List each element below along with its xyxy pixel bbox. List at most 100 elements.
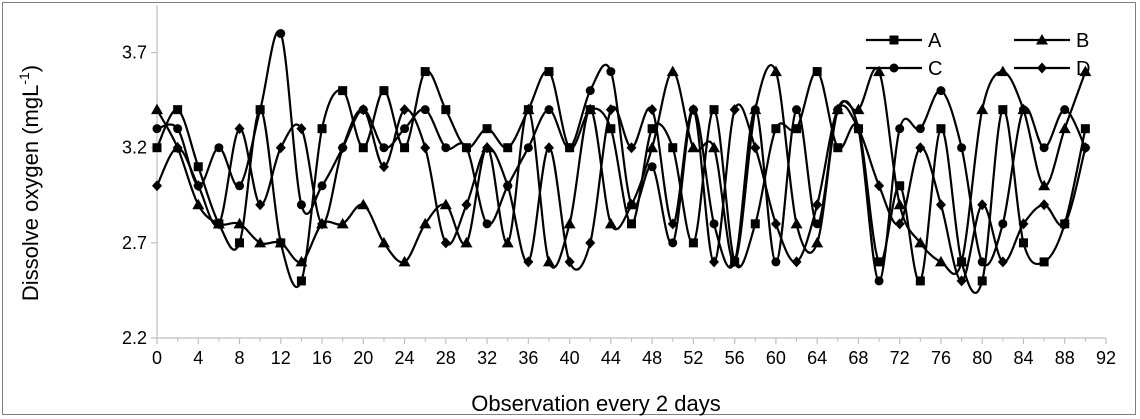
- x-tick-label: 64: [807, 348, 827, 368]
- x-tick-label: 32: [477, 348, 497, 368]
- data-point-D: [605, 104, 616, 116]
- data-point-B: [151, 103, 163, 115]
- x-tick-label: 92: [1096, 348, 1116, 368]
- data-point-C: [998, 219, 1008, 229]
- data-point-C: [379, 143, 389, 153]
- data-point-D: [997, 256, 1008, 268]
- data-point-C: [400, 124, 410, 134]
- y-tick-label: 3.7: [122, 43, 147, 63]
- data-point-A: [420, 67, 430, 77]
- data-point-D: [564, 256, 575, 268]
- data-point-A: [379, 86, 389, 96]
- data-point-A: [895, 181, 905, 191]
- data-point-A: [193, 162, 203, 172]
- data-point-A: [709, 105, 719, 115]
- data-point-A: [792, 124, 802, 134]
- data-point-B: [1058, 122, 1071, 134]
- data-point-D: [935, 199, 946, 211]
- x-tick-label: 76: [931, 348, 951, 368]
- data-point-A: [977, 276, 987, 286]
- data-point-D: [543, 142, 554, 154]
- data-point-C: [296, 200, 306, 210]
- x-tick-label: 24: [395, 348, 415, 368]
- data-point-B: [790, 217, 803, 229]
- data-point-B: [192, 198, 205, 210]
- data-point-D: [275, 142, 286, 154]
- data-point-C: [936, 86, 946, 96]
- data-point-B: [873, 65, 886, 77]
- data-point-C: [792, 105, 802, 115]
- x-tick-label: 20: [353, 348, 373, 368]
- data-point-B: [460, 236, 473, 248]
- data-point-D: [750, 142, 761, 154]
- data-point-D: [461, 199, 472, 211]
- data-point-D: [502, 180, 513, 192]
- data-point-B: [666, 65, 679, 77]
- data-point-D: [172, 142, 183, 154]
- data-point-D: [1018, 218, 1029, 230]
- data-point-B: [976, 103, 989, 115]
- x-tick-label: 56: [725, 348, 745, 368]
- data-point-D: [956, 275, 967, 287]
- data-point-B: [1079, 65, 1092, 77]
- data-point-D: [874, 180, 885, 192]
- data-point-B: [687, 141, 700, 153]
- y-axis-title-close: ): [18, 65, 43, 72]
- data-point-D: [977, 199, 988, 211]
- y-axis-title-main: Dissolve oxygen (mgL: [18, 85, 43, 301]
- data-point-A: [296, 276, 306, 286]
- series-D: [152, 103, 1091, 287]
- legend-marker-D: [1037, 62, 1047, 74]
- data-point-A: [358, 143, 368, 153]
- data-point-D: [626, 142, 637, 154]
- x-tick-label: 0: [152, 348, 162, 368]
- data-point-C: [544, 105, 554, 115]
- data-point-D: [853, 123, 864, 135]
- data-point-C: [709, 219, 719, 229]
- data-point-D: [729, 104, 740, 116]
- data-point-D: [667, 218, 678, 230]
- legend-marker-C: [889, 63, 899, 73]
- data-point-A: [627, 219, 636, 229]
- legend-item-C: C: [866, 58, 942, 80]
- x-tick-label: 4: [193, 348, 203, 368]
- data-point-B: [646, 141, 659, 153]
- data-point-A: [544, 67, 554, 77]
- data-point-A: [874, 257, 884, 267]
- data-point-A: [1080, 124, 1090, 134]
- data-point-D: [152, 180, 162, 192]
- data-point-A: [400, 143, 410, 153]
- legend-label: B: [1076, 30, 1089, 52]
- x-tick-label: 12: [271, 348, 291, 368]
- data-point-A: [936, 124, 946, 134]
- data-point-A: [152, 143, 162, 153]
- data-point-C: [874, 276, 884, 286]
- data-point-D: [894, 218, 905, 230]
- data-point-C: [482, 219, 492, 229]
- data-point-D: [399, 104, 410, 116]
- x-tick-label: 48: [642, 348, 662, 368]
- data-point-B: [254, 236, 267, 248]
- data-point-A: [235, 238, 245, 248]
- legend-label: A: [928, 30, 942, 52]
- data-point-B: [914, 236, 927, 248]
- data-point-D: [337, 142, 348, 154]
- x-tick-label: 28: [436, 348, 456, 368]
- data-point-D: [482, 142, 493, 154]
- data-point-B: [708, 141, 721, 153]
- data-point-B: [274, 236, 287, 248]
- data-point-D: [523, 256, 534, 268]
- data-point-C: [771, 257, 781, 267]
- data-point-C: [152, 124, 162, 134]
- data-point-C: [627, 200, 636, 210]
- data-point-D: [915, 142, 926, 154]
- data-point-C: [317, 181, 327, 191]
- data-point-B: [233, 217, 246, 229]
- data-point-B: [357, 198, 370, 210]
- data-point-D: [832, 104, 843, 116]
- data-point-B: [996, 65, 1009, 77]
- data-point-A: [606, 124, 616, 134]
- legend-item-D: D: [1014, 58, 1090, 80]
- data-point-C: [235, 181, 245, 191]
- data-point-C: [173, 124, 183, 134]
